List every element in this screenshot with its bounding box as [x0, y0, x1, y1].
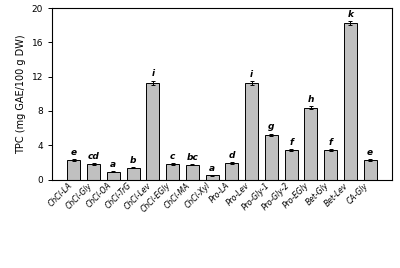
Text: h: h: [308, 95, 314, 104]
Text: i: i: [151, 69, 154, 78]
Bar: [344, 23, 357, 180]
Text: e: e: [367, 148, 373, 157]
Y-axis label: TPC (mg GAE/100 g DW): TPC (mg GAE/100 g DW): [16, 34, 26, 154]
Bar: [107, 172, 120, 180]
Bar: [265, 135, 278, 180]
Text: a: a: [209, 164, 215, 173]
Bar: [364, 160, 376, 180]
Bar: [166, 164, 179, 180]
Text: d: d: [229, 151, 235, 160]
Bar: [146, 83, 159, 180]
Text: f: f: [289, 138, 293, 147]
Bar: [245, 83, 258, 180]
Text: f: f: [329, 138, 332, 147]
Bar: [186, 165, 199, 180]
Text: bc: bc: [186, 153, 198, 162]
Text: a: a: [110, 160, 116, 169]
Text: k: k: [347, 10, 353, 18]
Text: i: i: [250, 70, 253, 79]
Bar: [68, 160, 80, 180]
Text: g: g: [268, 122, 275, 131]
Bar: [304, 107, 317, 180]
Bar: [127, 168, 140, 180]
Bar: [226, 163, 238, 180]
Text: e: e: [71, 148, 77, 157]
Bar: [324, 150, 337, 180]
Text: cd: cd: [88, 152, 100, 161]
Text: b: b: [130, 156, 136, 165]
Bar: [285, 150, 298, 180]
Bar: [87, 164, 100, 180]
Bar: [206, 175, 218, 180]
Text: c: c: [170, 152, 175, 161]
